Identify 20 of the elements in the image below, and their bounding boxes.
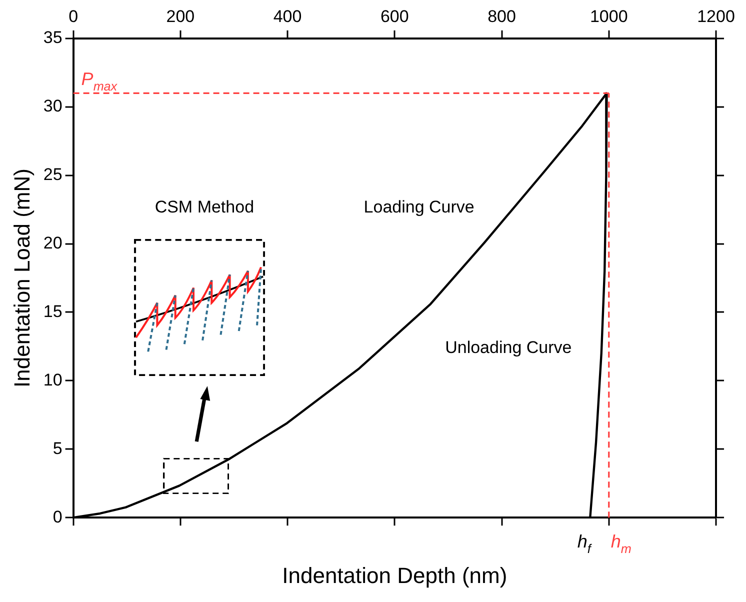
annotation: Unloading Curve (445, 338, 572, 357)
x-tick-label: 1200 (697, 6, 735, 26)
annotation: Loading Curve (364, 197, 474, 216)
y-tick-label: 0 (52, 507, 62, 526)
x-tick-label: 600 (380, 6, 409, 26)
x-tick-label: 0 (68, 6, 78, 26)
y-tick-label: 30 (43, 96, 62, 116)
y-tick-label: 25 (43, 165, 62, 184)
annotation: CSM Method (154, 197, 254, 216)
y-tick-label: 20 (43, 233, 62, 252)
y-tick-label: 5 (52, 438, 62, 458)
y-tick-label: 35 (43, 28, 62, 48)
y-tick-label: 15 (43, 302, 62, 321)
y-axis-title: Indentation Load (mN) (9, 168, 34, 388)
y-tick-label: 10 (43, 370, 62, 390)
x-tick-label: 200 (166, 6, 195, 26)
x-tick-label: 1000 (590, 6, 628, 26)
x-tick-label: 800 (488, 6, 516, 26)
x-axis-title: Indentation Depth (nm) (282, 562, 508, 588)
x-tick-label: 400 (273, 6, 302, 26)
